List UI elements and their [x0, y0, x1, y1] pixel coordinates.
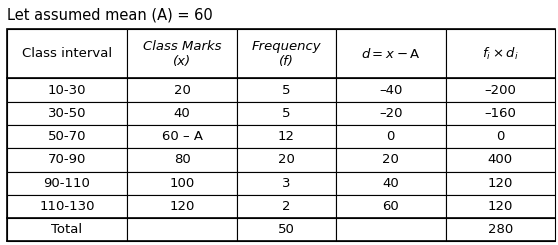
Text: 120: 120 — [488, 177, 513, 190]
Bar — [237, 195, 336, 218]
Bar — [127, 29, 237, 78]
Text: 3: 3 — [282, 177, 291, 190]
Bar — [127, 148, 237, 172]
Bar — [445, 78, 555, 102]
Text: 0: 0 — [496, 130, 504, 143]
Bar — [7, 29, 555, 241]
Text: 0: 0 — [387, 130, 395, 143]
Text: 30-50: 30-50 — [48, 107, 86, 120]
Bar — [445, 102, 555, 125]
Text: 110-130: 110-130 — [39, 200, 95, 213]
Text: 60: 60 — [382, 200, 399, 213]
Text: 20: 20 — [174, 84, 191, 97]
Text: 120: 120 — [170, 200, 195, 213]
Bar — [237, 218, 336, 241]
Bar — [237, 29, 336, 78]
Text: 40: 40 — [174, 107, 191, 120]
Bar — [336, 78, 445, 102]
Text: –200: –200 — [484, 84, 516, 97]
Bar — [445, 172, 555, 195]
Text: –160: –160 — [484, 107, 516, 120]
Bar — [445, 29, 555, 78]
Text: 100: 100 — [170, 177, 195, 190]
Bar — [127, 102, 237, 125]
Bar — [445, 148, 555, 172]
Text: Class Marks
(x): Class Marks (x) — [143, 40, 222, 68]
Text: 12: 12 — [278, 130, 295, 143]
Text: 2: 2 — [282, 200, 291, 213]
Bar — [7, 172, 127, 195]
Text: 60 – A: 60 – A — [162, 130, 203, 143]
Bar — [127, 172, 237, 195]
Bar — [237, 148, 336, 172]
Bar — [127, 78, 237, 102]
Text: 20: 20 — [278, 153, 295, 166]
Text: 280: 280 — [488, 223, 513, 236]
Text: Frequency
(f): Frequency (f) — [252, 40, 321, 68]
Text: Let assumed mean (A) = 60: Let assumed mean (A) = 60 — [7, 7, 213, 22]
Text: 50: 50 — [278, 223, 295, 236]
Bar — [336, 172, 445, 195]
Bar — [7, 195, 127, 218]
Bar — [336, 218, 445, 241]
Bar — [7, 218, 127, 241]
Text: 5: 5 — [282, 107, 291, 120]
Bar — [127, 218, 237, 241]
Bar — [237, 172, 336, 195]
Bar — [7, 29, 127, 78]
Text: 120: 120 — [488, 200, 513, 213]
Bar — [445, 125, 555, 148]
Text: Class interval: Class interval — [22, 47, 112, 61]
Text: –20: –20 — [379, 107, 402, 120]
Text: Total: Total — [51, 223, 83, 236]
Bar — [127, 195, 237, 218]
Bar — [445, 195, 555, 218]
Text: 10-30: 10-30 — [48, 84, 86, 97]
Bar — [445, 218, 555, 241]
Bar — [336, 195, 445, 218]
Bar — [7, 78, 127, 102]
Text: 400: 400 — [488, 153, 513, 166]
Text: 90-110: 90-110 — [44, 177, 90, 190]
Bar — [7, 102, 127, 125]
Bar — [237, 125, 336, 148]
Bar — [7, 125, 127, 148]
Bar — [127, 125, 237, 148]
Bar — [237, 78, 336, 102]
Text: –40: –40 — [379, 84, 402, 97]
Text: 20: 20 — [382, 153, 399, 166]
Bar — [336, 102, 445, 125]
Text: 50-70: 50-70 — [48, 130, 86, 143]
Bar — [336, 125, 445, 148]
Bar — [336, 148, 445, 172]
Bar — [7, 148, 127, 172]
Text: $f_i \times d_i$: $f_i \times d_i$ — [482, 46, 519, 62]
Text: 70-90: 70-90 — [48, 153, 86, 166]
Text: 40: 40 — [382, 177, 399, 190]
Bar — [237, 102, 336, 125]
Text: $d = x - \mathrm{A}$: $d = x - \mathrm{A}$ — [361, 47, 421, 61]
Text: 5: 5 — [282, 84, 291, 97]
Text: 80: 80 — [174, 153, 191, 166]
Bar — [336, 29, 445, 78]
